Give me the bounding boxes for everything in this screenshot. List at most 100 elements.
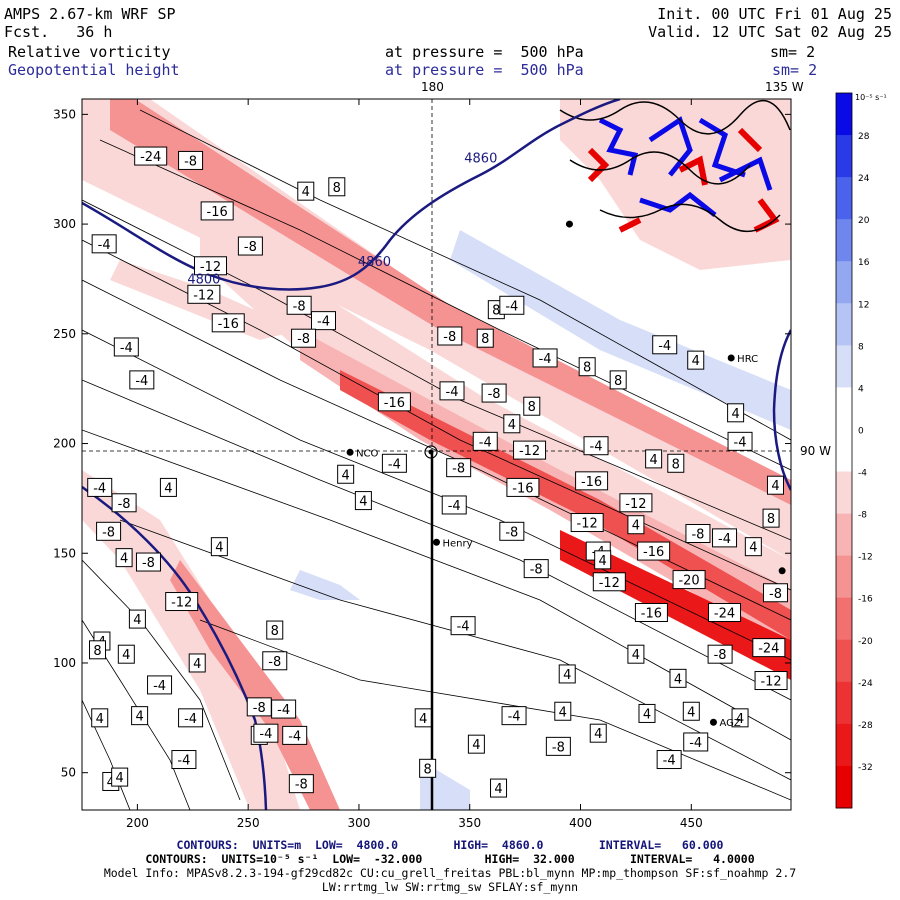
vort-label-text: -4: [93, 481, 106, 496]
footer-height-contours: CONTOURS: UNITS=m LOW= 4800.0 HIGH= 4860…: [176, 838, 724, 852]
colorbar-tick-label: -32: [858, 763, 873, 773]
station-marker: NCO: [346, 448, 379, 459]
vort-contour-label: -8: [286, 295, 312, 315]
vort-contour-label: -4: [311, 311, 337, 331]
vort-contour-label: -4: [91, 234, 117, 254]
vort-label-box: [513, 440, 547, 460]
colorbar-tick-label: 20: [858, 216, 870, 226]
vort-contour-label: -16: [211, 313, 245, 333]
station-dot: [727, 354, 735, 362]
vort-label-text: -8: [452, 462, 465, 477]
colorbar-tick-label: 12: [858, 300, 869, 310]
vort-label-box: [328, 177, 346, 197]
vort-label-box: [450, 616, 476, 636]
footer-vort-contours: CONTOURS: UNITS=10⁻⁵ s⁻¹ LOW= -32.000 HI…: [145, 852, 755, 866]
vort-label-text: 4: [122, 648, 130, 663]
colorbar-swatch: [836, 177, 852, 220]
vort-contour-label: -20: [672, 570, 706, 590]
station-marker: HRC: [727, 354, 758, 365]
vort-contour-label: -24: [708, 603, 742, 622]
vort-contour-label: -8: [545, 736, 571, 756]
station-marker: [565, 220, 573, 228]
vort-label-box: [159, 477, 177, 497]
vort-label-box: [669, 668, 687, 688]
vort-contour-label: -8: [499, 521, 525, 541]
vort-contour-label: 4: [744, 537, 762, 557]
vort-contour-label: 4: [354, 491, 372, 511]
vort-label-text: -4: [505, 299, 518, 314]
vort-label-text: 8: [767, 512, 775, 527]
lon-label-180: 180: [421, 80, 444, 94]
vort-label-box: [131, 706, 149, 726]
vort-label-box: [499, 295, 525, 315]
vort-contour-label: 4: [467, 734, 485, 754]
vort-label-box: [113, 337, 139, 357]
vort-contour-label: -4: [683, 732, 709, 752]
vort-label-box: [727, 403, 745, 423]
vort-contour-label: 4: [117, 644, 135, 664]
vort-label-box: [638, 703, 656, 723]
colorbar-tick-label: 0: [858, 426, 864, 436]
forecast-hours: 36 h: [76, 23, 113, 41]
vort-label-box: [609, 370, 627, 390]
vort-contour-label: -8: [707, 644, 733, 664]
vort-contour-label: 4: [589, 723, 607, 743]
vort-contour-label: -4: [712, 528, 738, 548]
vort-label-text: 8: [614, 374, 622, 389]
vort-label-box: [266, 620, 284, 640]
vort-label-text: 4: [116, 771, 124, 786]
vort-label-box: [499, 521, 525, 541]
vort-label-text: -4: [184, 712, 197, 727]
vort-label-text: -8: [691, 528, 704, 543]
vort-contour-label: 4: [503, 414, 521, 434]
vort-contour-label: -8: [111, 493, 137, 513]
vort-label-text: -4: [479, 435, 492, 450]
vort-label-box: [282, 725, 308, 745]
vort-label-text: 8: [333, 181, 341, 196]
vort-label-text: 4: [135, 710, 143, 725]
vort-label-text: -16: [512, 481, 533, 496]
vort-contour-label: 4: [682, 701, 700, 721]
vort-label-text: 4: [508, 418, 516, 433]
vort-label-box: [731, 708, 749, 728]
vort-label-box: [188, 653, 206, 673]
vort-label-text: 4: [731, 407, 739, 422]
vort-contour-label: -12: [754, 671, 788, 691]
vort-label-box: [727, 431, 753, 451]
valid-time: Valid. 12 UTC Sat 02 Aug 25: [648, 23, 892, 41]
vort-label-box: [667, 453, 685, 473]
vort-label-box: [627, 515, 645, 535]
colorbar-tick-label: -24: [858, 679, 873, 689]
vort-label-text: 8: [481, 332, 489, 347]
y-tick-label: 100: [53, 656, 76, 670]
vort-label-text: -12: [171, 596, 192, 611]
vort-label-box: [672, 570, 706, 590]
vort-label-text: 8: [93, 644, 101, 659]
vort-contour-label: 4: [594, 550, 612, 570]
vort-label-text: 4: [120, 552, 128, 567]
vort-contour-label: 4: [731, 708, 749, 728]
vort-label-text: -4: [539, 352, 552, 367]
vort-label-text: -4: [135, 374, 148, 389]
vort-contour-label: -4: [271, 699, 297, 719]
vort-label-text: -16: [643, 545, 664, 560]
vort-label-box: [178, 708, 204, 728]
vort-contour-label: 8: [609, 370, 627, 390]
colorbar-tick-label: -28: [858, 721, 873, 731]
vort-label-text: 8: [528, 400, 536, 415]
stations: NCO Henry HRC AGZ: [346, 220, 786, 729]
vort-contour-label: 4: [490, 778, 508, 798]
vort-label-box: [712, 528, 738, 548]
vort-contour-label: -12: [194, 256, 228, 276]
colorbar-tick-label: 24: [858, 174, 870, 184]
vort-contour-label: -8: [481, 383, 507, 403]
vort-label-text: 4: [674, 672, 682, 687]
vort-contour-label: 4: [210, 537, 228, 557]
axes: 200 250 300 350 400 450 50 100 150 200 250 300 350: [53, 99, 791, 830]
vort-contour-label: -4: [583, 436, 609, 456]
vort-label-box: [501, 706, 527, 726]
field1-name: Relative vorticity: [8, 43, 171, 61]
vort-contour-label: 4: [627, 644, 645, 664]
vort-label-box: [200, 201, 234, 221]
